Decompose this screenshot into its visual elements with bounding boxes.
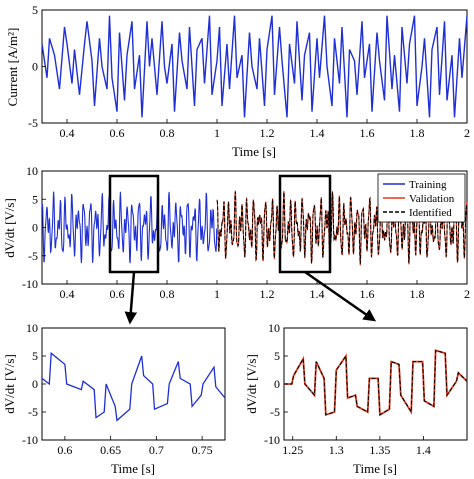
zoom-training-x-axis-label: Time [s]: [111, 461, 155, 476]
current-x-tick-label: 0.4: [60, 126, 75, 140]
zoom-validation-x-ticks: 1.25 1.3 1.35 1.4: [282, 436, 431, 457]
current-y-tick-label: -5: [28, 116, 38, 130]
legend: Training Validation Identified: [377, 173, 466, 223]
dvdt-x-tick-label: 1.2: [260, 287, 275, 301]
current-x-tick-label: 1: [214, 126, 220, 140]
current-series-line: [41, 15, 468, 118]
current-y-ticks: -5 0 5: [28, 3, 46, 130]
zoom-validation-x-tick-label: 1.35: [369, 443, 390, 457]
dvdt-y-tick-label: 10: [26, 164, 38, 178]
zoom-arrow-training: [124, 271, 138, 325]
dvdt-x-tick-label: 1.6: [360, 287, 375, 301]
zoom-validation-y-ticks: -10 -5 0 5 10: [264, 321, 288, 447]
zoom-validation-y-tick-label: 5: [274, 349, 280, 363]
dvdt-x-tick-label: 1.4: [310, 287, 325, 301]
legend-validation-label: Validation: [409, 193, 455, 205]
zoom-training-x-ticks: 0.6 0.65 0.7 0.75: [57, 436, 213, 457]
current-y-tick-label: 0: [32, 60, 38, 74]
dvdt-x-tick-label: 1: [214, 287, 220, 301]
legend-training-label: Training: [409, 179, 447, 191]
zoom-training-panel: 0.6 0.65 0.7 0.75 -10 -5 0 5 10 Time [s] dV/dt …: [2, 321, 226, 476]
dvdt-x-tick-label: 0.6: [110, 287, 125, 301]
dvdt-y-tick-label: 0: [32, 221, 38, 235]
zoom-validation-series-line: [284, 349, 468, 417]
zoom-validation-y-tick-label: 10: [268, 321, 280, 335]
current-x-ticks: 0.4 0.6 0.8 1 1.2 1.4 1.6 1.8 2: [60, 119, 470, 140]
zoom-training-y-axis-label: dV/dt [V/s]: [2, 354, 17, 414]
dvdt-x-tick-label: 0.8: [160, 287, 175, 301]
zoom-training-x-tick-label: 0.6: [57, 443, 72, 457]
current-x-tick-label: 0.6: [110, 126, 125, 140]
current-x-tick-label: 1.2: [260, 126, 275, 140]
zoom-validation-plot-frame: [283, 327, 468, 441]
zoom-validation-x-tick-label: 1.25: [282, 443, 303, 457]
dvdt-x-tick-label: 2: [464, 287, 470, 301]
zoom-validation-x-tick-label: 1.3: [329, 443, 344, 457]
current-x-tick-label: 1.8: [410, 126, 425, 140]
zoom-training-y-tick-label: -5: [28, 405, 38, 419]
dvdt-y-ticks: -10 -5 0 5 10: [22, 164, 46, 291]
dvdt-y-tick-label: 5: [32, 192, 38, 206]
zoom-identified-series-line: [284, 349, 468, 416]
legend-identified-label: Identified: [409, 207, 452, 219]
dvdt-x-tick-label: 0.4: [60, 287, 75, 301]
zoom-training-y-ticks: -10 -5 0 5 10: [22, 321, 46, 447]
zoom-training-x-tick-label: 0.7: [149, 443, 164, 457]
dvdt-y-tick-label: -10: [22, 277, 38, 291]
dvdt-y-tick-label: -5: [28, 249, 38, 263]
dvdt-panel: 0.4 0.6 0.8 1 1.2 1.4 1.6 1.8 2 -10 -5 0 5 10 dV/dt …: [2, 164, 470, 301]
zoom-validation-y-tick-label: -5: [270, 405, 280, 419]
current-x-axis-label: Time [s]: [232, 144, 276, 159]
zoom-validation-y-axis-label: dV/dt [V/s]: [244, 354, 259, 414]
zoom-validation-y-tick-label: -10: [264, 433, 280, 447]
dvdt-x-ticks: 0.4 0.6 0.8 1 1.2 1.4 1.6 1.8 2: [60, 280, 470, 301]
current-plot-frame: [41, 9, 468, 124]
zoom-validation-panel: 1.25 1.3 1.35 1.4 -10 -5 0 5 10 Time [s] dV/dt …: [244, 321, 468, 476]
current-x-tick-label: 1.6: [360, 126, 375, 140]
current-y-tick-label: 5: [32, 3, 38, 17]
training-series-line: [41, 191, 218, 264]
zoom-training-y-tick-label: -10: [22, 433, 38, 447]
zoom-training-x-tick-label: 0.65: [100, 443, 121, 457]
dvdt-y-axis-label: dV/dt [V/s]: [2, 198, 17, 258]
current-panel: 0.4 0.6 0.8 1 1.2 1.4 1.6 1.8 2 -5 0 5 Time [s] Cu…: [5, 3, 470, 159]
zoom-arrow-validation: [304, 270, 377, 322]
current-y-axis-label: Current [A/m²]: [5, 28, 20, 107]
dvdt-x-tick-label: 1.8: [410, 287, 425, 301]
zoom-training-y-tick-label: 0: [32, 377, 38, 391]
zoom-validation-x-axis-label: Time [s]: [353, 461, 397, 476]
current-x-tick-label: 2: [464, 126, 470, 140]
zoom-training-plot-frame: [41, 327, 226, 441]
zoom-training-y-tick-label: 5: [32, 349, 38, 363]
current-x-tick-label: 0.8: [160, 126, 175, 140]
zoom-validation-y-tick-label: 0: [274, 377, 280, 391]
current-x-tick-label: 1.4: [310, 126, 325, 140]
zoom-training-y-tick-label: 10: [26, 321, 38, 335]
zoom-validation-x-tick-label: 1.4: [416, 443, 431, 457]
zoom-training-x-tick-label: 0.75: [192, 443, 213, 457]
zoom-training-series-line: [41, 351, 226, 422]
